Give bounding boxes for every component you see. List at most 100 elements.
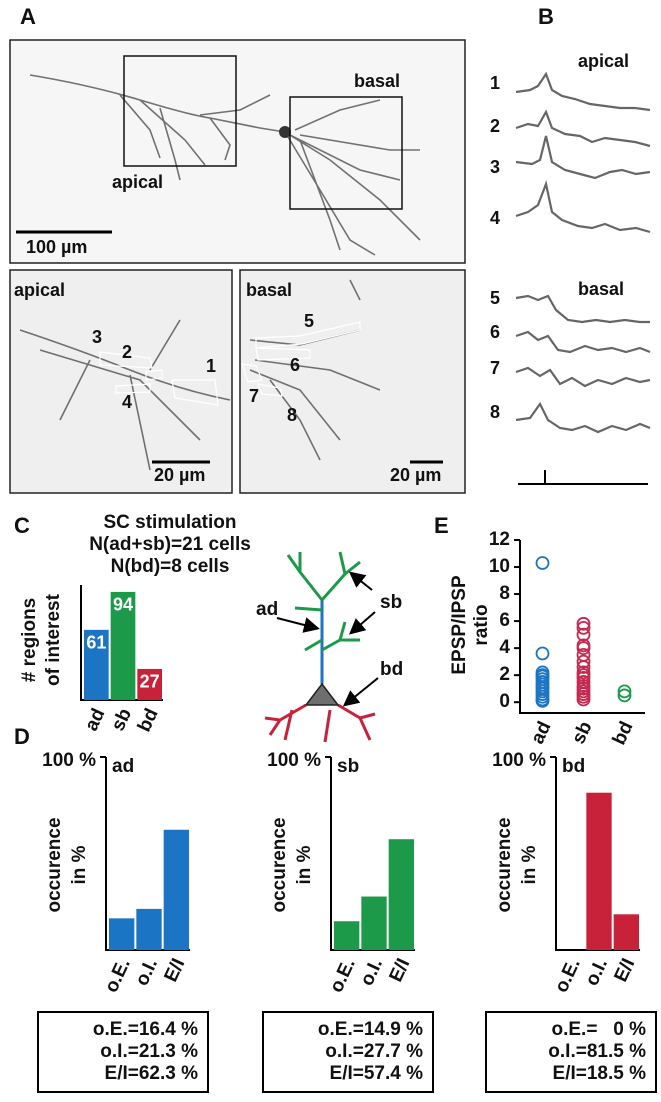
- panel-subtitle: N(bd)=8 cells: [111, 556, 230, 577]
- y-tick-label: 4: [499, 637, 510, 658]
- y-tick-label: 0: [499, 691, 510, 712]
- value-label: 27: [140, 672, 160, 692]
- panel-letter: C: [14, 513, 30, 538]
- summary-text: o.E.=16.4 %: [93, 1019, 198, 1040]
- data-point: [535, 646, 550, 661]
- roi-label: 7: [249, 386, 259, 406]
- roi-label: 5: [304, 311, 314, 331]
- y-axis-label: of interest: [43, 593, 64, 686]
- bar: [613, 914, 639, 950]
- trace-label: 4: [490, 208, 500, 228]
- y-tick-label: 8: [499, 583, 510, 604]
- roi-label: 6: [290, 355, 300, 375]
- chart-title: bd: [562, 756, 585, 777]
- data-point: [617, 688, 632, 703]
- trace-label: 2: [490, 116, 500, 136]
- neuron-diagram: [264, 551, 379, 743]
- bar: [334, 921, 360, 950]
- summary-box: [262, 1011, 434, 1093]
- y-axis-label: EPSP/IPSP: [449, 575, 470, 675]
- panel-letter: B: [538, 4, 554, 29]
- panel-letter: E: [434, 513, 449, 538]
- data-point: [576, 627, 591, 642]
- basal-image: [239, 269, 466, 494]
- data-point: [535, 693, 550, 708]
- trace-group-title: apical: [578, 51, 629, 71]
- y-tick-label: 100 %: [42, 750, 96, 771]
- region-label: apical: [112, 172, 163, 192]
- roi-label: 3: [92, 327, 102, 347]
- summary-text: E/I=18.5 %: [553, 1063, 647, 1084]
- roi-label: 1: [206, 356, 216, 376]
- data-point: [576, 654, 591, 669]
- data-point: [576, 660, 591, 674]
- y-axis-label: occurence: [269, 817, 290, 912]
- diagram-label: sb: [380, 592, 402, 613]
- x-tick-label: o.E.: [326, 955, 360, 995]
- image-title: basal: [246, 280, 292, 300]
- x-tick-label: o.E.: [101, 955, 135, 995]
- x-tick-label: o.I.: [356, 955, 387, 989]
- x-tick-label: ad: [81, 705, 109, 734]
- y-tick-label: 100 %: [267, 750, 321, 771]
- x-tick-label: o.E.: [551, 955, 585, 995]
- traces: [515, 71, 651, 485]
- y-tick-label: 6: [499, 610, 510, 631]
- value-label: 94: [113, 595, 133, 615]
- data-point: [576, 692, 591, 707]
- diagram-label: bd: [380, 659, 403, 680]
- image-title: apical: [14, 280, 65, 300]
- summary-text: o.E.= 0 %: [551, 1019, 646, 1040]
- summary-box: [485, 1011, 657, 1093]
- trace-label: 3: [490, 157, 500, 177]
- bar: [137, 668, 162, 700]
- x-tick-label: E/I: [386, 955, 415, 985]
- chart-title: ad: [112, 756, 134, 777]
- bar: [136, 908, 162, 950]
- bar: [163, 829, 189, 950]
- panel-letter: A: [20, 4, 36, 29]
- data-point: [576, 616, 591, 631]
- y-tick-label: 2: [499, 664, 510, 685]
- overview-image: [9, 39, 466, 264]
- data-point: [576, 670, 591, 685]
- trace-label: 8: [490, 402, 500, 422]
- trace-label: 5: [490, 288, 500, 308]
- bar: [110, 591, 136, 700]
- y-axis-label: in %: [69, 845, 90, 884]
- x-tick-label: sb: [108, 705, 136, 734]
- x-tick-label: bd: [609, 718, 638, 748]
- summary-box: [37, 1011, 209, 1093]
- summary-text: o.I.=21.3 %: [100, 1041, 198, 1062]
- bar: [388, 839, 414, 950]
- y-axis-label: occurence: [44, 817, 65, 912]
- scale-label: 100 µm: [26, 237, 87, 257]
- bar: [84, 629, 109, 700]
- x-tick-label: bd: [134, 705, 163, 735]
- summary-text: o.I.=27.7 %: [325, 1041, 423, 1062]
- panel-letter: D: [14, 724, 30, 749]
- x-tick-label: sb: [568, 718, 596, 747]
- x-tick-label: ad: [527, 718, 555, 747]
- bar: [109, 918, 135, 950]
- trace-label: 7: [490, 358, 500, 378]
- summary-text: E/I=62.3 %: [105, 1063, 199, 1084]
- y-tick-label: 10: [489, 556, 510, 577]
- roi-label: 2: [122, 342, 132, 362]
- chart-title: sb: [337, 756, 359, 777]
- trace-label: 1: [490, 73, 500, 93]
- diagram-label: ad: [256, 599, 278, 620]
- x-tick-label: E/I: [611, 955, 640, 985]
- region-label: basal: [354, 71, 400, 91]
- x-tick-label: o.I.: [131, 955, 162, 989]
- data-point: [535, 556, 550, 570]
- y-axis-label: # regions: [19, 598, 40, 682]
- summary-text: E/I=57.4 %: [330, 1063, 424, 1084]
- y-axis-label: in %: [519, 845, 540, 884]
- summary-text: o.E.=14.9 %: [318, 1019, 423, 1040]
- bar: [361, 896, 387, 950]
- data-point: [576, 641, 591, 656]
- scale-label: 20 µm: [390, 465, 441, 485]
- x-tick-label: o.I.: [581, 955, 612, 989]
